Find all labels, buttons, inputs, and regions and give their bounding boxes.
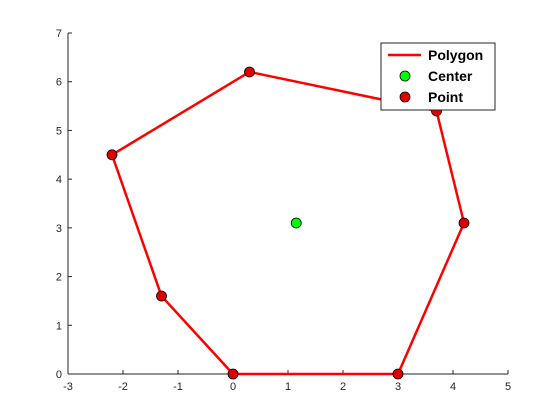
x-tick-label: 5	[505, 381, 511, 393]
x-tick-label: 0	[230, 381, 236, 393]
point-marker	[392, 368, 404, 380]
legend-swatch-point	[399, 91, 411, 103]
y-tick-label: 3	[56, 223, 62, 235]
y-tick-label: 7	[56, 28, 62, 40]
legend-label-center: Center	[428, 68, 473, 84]
x-tick-label: 1	[285, 381, 291, 393]
plot-series	[106, 66, 470, 380]
y-tick-label: 4	[56, 174, 62, 186]
x-tick-label: -2	[118, 381, 128, 393]
y-tick-label: 6	[56, 77, 62, 89]
point-marker	[106, 149, 118, 161]
y-tick-label: 1	[56, 320, 62, 332]
legend-label-polygon: Polygon	[428, 47, 483, 63]
x-tick-label: 4	[450, 381, 456, 393]
center-marker	[290, 217, 302, 229]
legend-label-point: Point	[428, 89, 463, 105]
x-tick-label: -1	[173, 381, 183, 393]
x-tick-label: -3	[63, 381, 73, 393]
point-marker	[156, 290, 167, 302]
y-tick-label: 5	[56, 125, 62, 137]
x-tick-label: 3	[395, 381, 401, 393]
legend-swatch-center	[399, 70, 411, 82]
point-marker	[244, 66, 255, 78]
x-tick-label: 2	[340, 381, 346, 393]
point-marker	[227, 368, 239, 380]
y-tick-label: 2	[56, 272, 62, 284]
polygon-line	[110, 70, 466, 376]
tick-labels: -3 -2 -1 0 1 2 3 4 5 0 1 2 3 4 5 6 7	[56, 28, 511, 393]
y-tick-label: 0	[56, 369, 62, 381]
point-marker	[458, 217, 470, 229]
legend: Polygon Center Point	[380, 42, 496, 111]
